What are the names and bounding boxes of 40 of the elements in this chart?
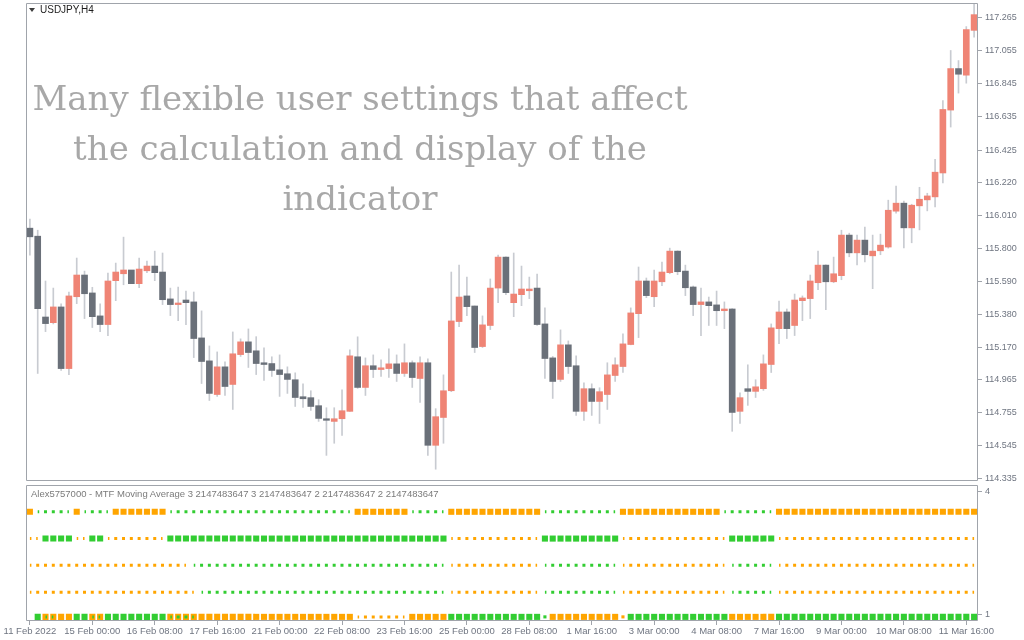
y-tick-label: 4 (985, 485, 991, 496)
y-tick-label: 116.220 (985, 176, 1017, 187)
x-tick-label: 11 Feb 2022 (3, 625, 57, 637)
x-tick-label: 25 Feb 00:00 (438, 625, 495, 637)
y-tick-label: 117.055 (985, 45, 1017, 56)
y-tick-label: 117.265 (985, 12, 1017, 23)
x-tick-label: 3 Mar 00:00 (628, 625, 680, 637)
y-tick-label: 115.170 (985, 341, 1017, 352)
y-tick-label: 115.380 (985, 308, 1017, 319)
y-tick-label: 114.965 (985, 374, 1017, 385)
x-tick-label: 10 Mar 08:00 (875, 625, 932, 637)
chart-title: Alex5757000 - MTF Moving Average 3 2147483647 3 2147483647 2 2147483647 2 2147483647 (31, 488, 439, 499)
x-tick-label: 11 Mar 16:00 (938, 625, 994, 637)
candlestick (377, 359, 385, 377)
y-tick-label: 116.010 (985, 209, 1017, 220)
x-tick-label: 9 Mar 00:00 (816, 625, 867, 637)
y-tick-label: 116.635 (985, 111, 1017, 122)
x-tick-label: 22 Feb 08:00 (314, 625, 371, 637)
y-tick-label: 114.755 (985, 407, 1017, 418)
candlestick (744, 364, 752, 406)
x-tick-label: 15 Feb 00:00 (64, 625, 121, 637)
candlestick (369, 354, 377, 378)
x-tick-label: 4 Mar 08:00 (691, 625, 742, 637)
x-tick-label: 21 Feb 00:00 (251, 625, 308, 637)
y-tick-label: 114.545 (985, 440, 1017, 451)
candlestick (128, 269, 135, 284)
y-tick-label: 114.335 (985, 473, 1017, 484)
y-tick-label: 115.800 (985, 242, 1017, 253)
x-tick-label: 1 Mar 16:00 (566, 625, 618, 637)
y-tick-label: 116.425 (985, 144, 1017, 155)
x-tick-label: 28 Feb 08:00 (501, 625, 558, 637)
x-tick-label: 7 Mar 16:00 (753, 625, 805, 637)
x-tick-label: 17 Feb 16:00 (189, 625, 246, 637)
y-tick-label: 115.590 (985, 275, 1017, 286)
y-tick-label: 1 (985, 609, 991, 620)
y-tick-label: 116.845 (985, 78, 1017, 89)
x-tick-label: 16 Feb 08:00 (126, 625, 183, 637)
annotation: Many flexible user settings that affect the calculation and display of the indicator (31, 77, 689, 220)
x-tick-label: 23 Feb 16:00 (376, 625, 433, 637)
chart-title: USDJPY,H4 (40, 4, 94, 15)
